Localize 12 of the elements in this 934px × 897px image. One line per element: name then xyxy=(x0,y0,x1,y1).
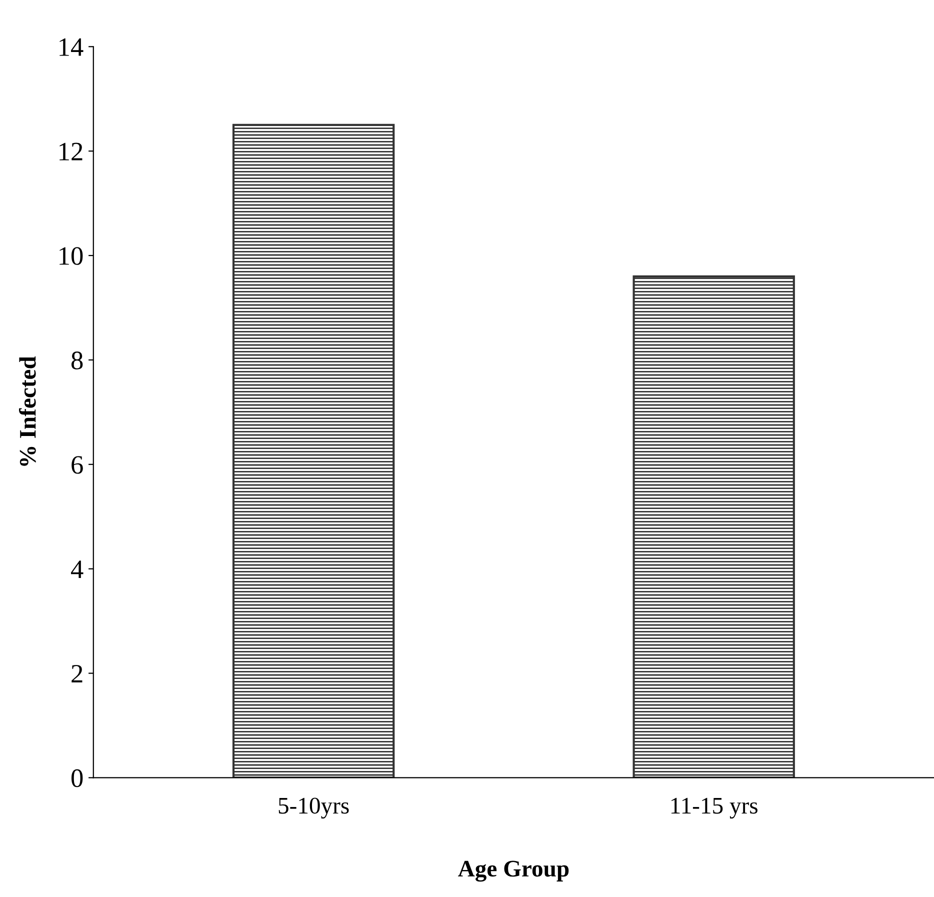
y-tick-label: 14 xyxy=(60,38,84,56)
x-tick-label: 5-10yrs xyxy=(278,798,349,819)
y-tick-label: 10 xyxy=(60,247,83,265)
y-tick-label: 4 xyxy=(71,560,84,578)
y-tick-label: 2 xyxy=(72,664,82,682)
y-tick-label: 8 xyxy=(71,352,83,370)
y-tick-label: 12 xyxy=(60,142,82,160)
x-tick-label: 11-15 yrs xyxy=(671,798,758,819)
y-tick-label: 0 xyxy=(71,769,83,788)
y-tick-label: 6 xyxy=(72,456,83,474)
y-axis-title: % Infected xyxy=(18,356,36,466)
x-axis-title: Age Group xyxy=(458,860,569,882)
